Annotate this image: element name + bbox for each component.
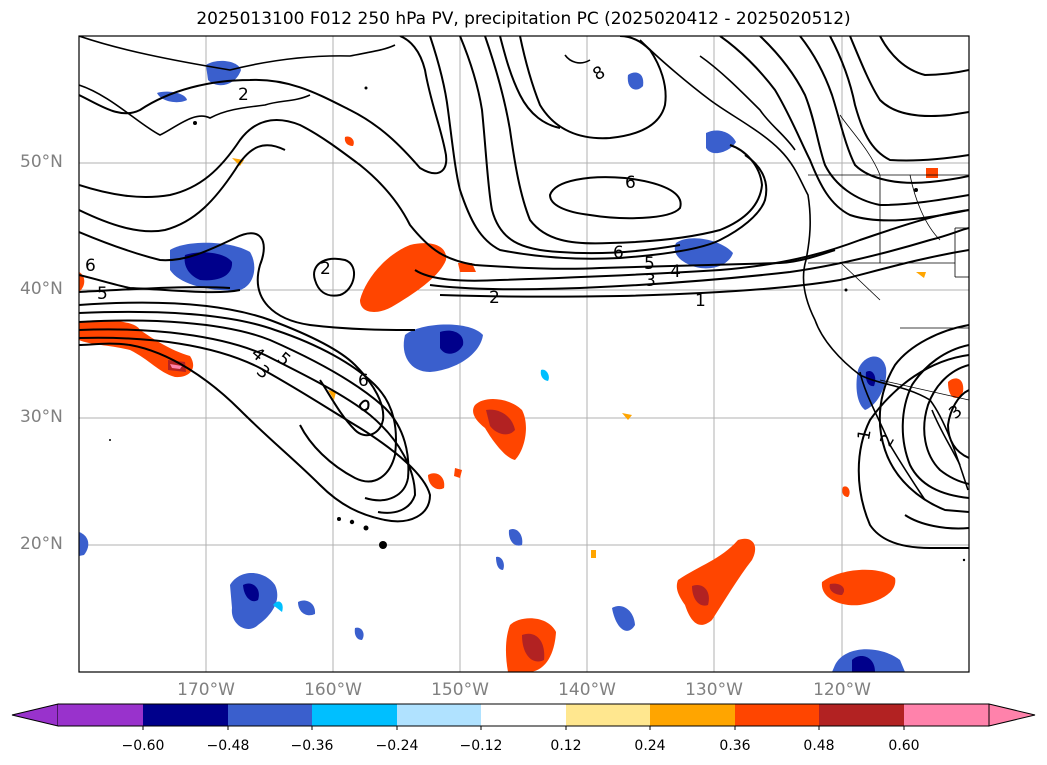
precip-blob-positive	[79, 136, 964, 558]
map-title: 2025013100 F012 250 hPa PV, precipitatio…	[196, 9, 851, 29]
lon-label: 140°W	[558, 680, 616, 700]
colorbar	[11, 703, 1036, 730]
colorbar-swatch	[735, 704, 819, 726]
contour-label: 6	[358, 371, 369, 391]
lon-label: 160°W	[304, 680, 362, 700]
lon-label: 130°W	[685, 680, 743, 700]
precip-blob-positive	[428, 398, 526, 490]
lat-label: 30°N	[20, 407, 63, 427]
colorbar-tick-label: −0.60	[121, 738, 165, 754]
colorbar-swatch	[11, 703, 59, 727]
contour-label: 6	[613, 243, 624, 263]
colorbar-swatch	[228, 704, 312, 726]
contour-label: 2	[320, 259, 331, 279]
lat-label: 20°N	[20, 534, 63, 554]
precip-blob-negative	[230, 572, 283, 629]
contour-label: 5	[644, 254, 655, 274]
contour-label: 1	[695, 291, 706, 311]
precip-blob-positive	[821, 569, 896, 606]
lat-label: 40°N	[20, 279, 63, 299]
contour-label: 2	[238, 85, 249, 105]
precip-blob-negative	[170, 242, 255, 291]
colorbar-swatch	[819, 704, 904, 726]
lat-label: 50°N	[20, 152, 63, 172]
precip-blob-positive	[79, 243, 476, 378]
colorbar-swatch	[988, 703, 1036, 727]
contour-label: 5	[97, 284, 108, 304]
colorbar-swatch	[143, 704, 228, 726]
lon-label: 150°W	[431, 680, 489, 700]
colorbar-tick-label: 0.36	[719, 738, 751, 754]
colorbar-swatch	[650, 704, 735, 726]
colorbar-tick-label: 0.60	[888, 738, 920, 754]
pv-contours	[79, 36, 969, 550]
colorbar-swatch	[312, 704, 397, 726]
contour-label: 2	[489, 288, 500, 308]
islands	[109, 86, 966, 562]
coastlines	[79, 36, 969, 501]
lon-label: 120°W	[813, 680, 871, 700]
colorbar-tick-label: 0.24	[634, 738, 666, 754]
precip-blob-negative	[832, 649, 905, 672]
contour-label: 3	[645, 271, 656, 291]
colorbar-swatch	[58, 704, 143, 726]
colorbar-tick-label: 0.12	[550, 738, 582, 754]
lon-label: 170°W	[177, 680, 235, 700]
contour-label: 1	[854, 428, 876, 442]
contour-label: 8	[589, 62, 608, 85]
contour-label: 2	[876, 431, 899, 450]
contour-label: 4	[670, 262, 681, 282]
colorbar-swatch	[481, 704, 566, 726]
precipitation-blobs	[79, 60, 964, 672]
precip-blob-negative	[403, 324, 483, 372]
precip-blob-positive	[505, 618, 556, 672]
colorbar-swatch	[566, 704, 650, 726]
colorbar-tick-label: −0.24	[375, 738, 419, 754]
map-frame	[78, 35, 970, 673]
state-borders	[808, 114, 969, 401]
contour-label: 6	[85, 256, 96, 276]
precip-blob-negative	[79, 60, 736, 640]
colorbar-tick-label: −0.48	[206, 738, 250, 754]
precip-blob-positive	[676, 538, 756, 625]
colorbar-tick-label: −0.12	[459, 738, 503, 754]
contour-label: 6	[625, 173, 636, 193]
colorbar-tick-label: −0.36	[290, 738, 334, 754]
colorbar-tick-label: 0.48	[803, 738, 835, 754]
colorbar-swatch	[904, 704, 989, 726]
colorbar-swatch	[397, 704, 481, 726]
